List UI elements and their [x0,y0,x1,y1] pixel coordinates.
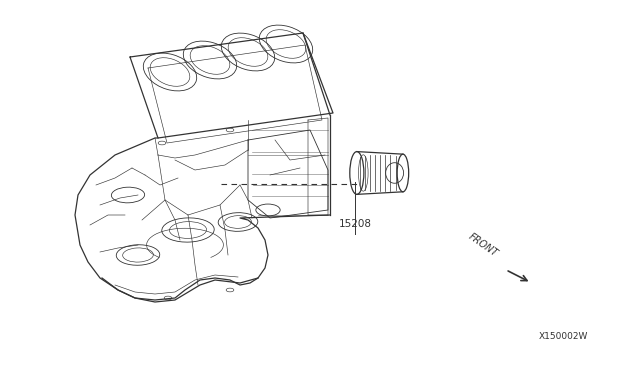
Text: X150002W: X150002W [538,332,588,341]
Text: FRONT: FRONT [467,231,500,259]
Text: 15208: 15208 [339,219,372,229]
